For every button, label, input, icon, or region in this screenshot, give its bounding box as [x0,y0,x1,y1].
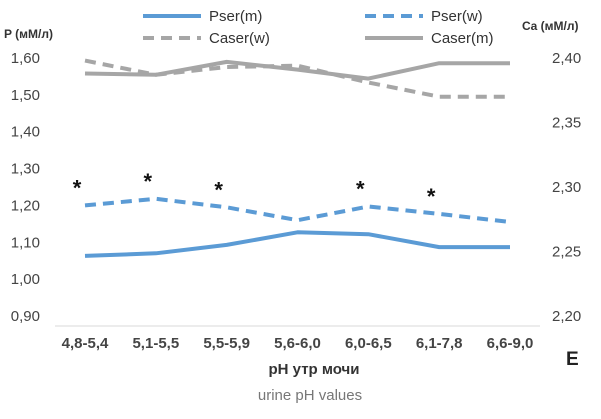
series-line-pser-m [84,230,510,258]
x-axis-title: pH утр мочи [269,361,360,378]
significance-star: * [144,169,153,194]
series-line-caser-w [84,58,510,99]
legend-label: Pser(w) [431,8,483,25]
left-tick-label: 1,60 [11,50,40,67]
left-tick-label: 0,90 [11,308,40,325]
x-tick-label: 6,0-6,5 [345,335,392,352]
right-tick-label: 2,25 [552,244,581,261]
x-tick-label: 5,6-6,0 [274,335,321,352]
left-tick-label: 1,40 [11,124,40,141]
right-axis-title: Ca (мМ/л) [522,19,579,33]
right-tick-label: 2,35 [552,115,581,132]
left-tick-label: 1,00 [11,271,40,288]
left-axis-title: P (мМ/л) [4,27,53,41]
left-tick-label: 1,10 [11,234,40,251]
left-tick-label: 1,20 [11,197,40,214]
right-tick-label: 2,20 [552,308,581,325]
significance-star: * [356,177,365,202]
left-tick-label: 1,30 [11,161,40,178]
significance-star: * [214,177,223,202]
axes-layer: 0,90 1,00 1,10 1,20 1,30 1,40 1,50 1,60 2,20 2,25… [11,50,581,352]
legend-label: Caser(m) [431,30,494,47]
x-tick-label: 5,5-5,9 [203,335,250,352]
significance-star: * [73,175,82,200]
x-tick-label: 4,8-5,4 [62,335,109,352]
x-tick-label: 6,1-7,8 [416,335,463,352]
right-tick-label: 2,30 [552,179,581,196]
x-tick-label: 5,1-5,5 [132,335,179,352]
series-layer [84,58,511,258]
annotations-layer: * * * * * [73,169,436,209]
legend: Pser(m) Pser(w) Caser(w) Caser(m) [143,8,494,47]
x-tick-label: 6,6-9,0 [487,335,534,352]
series-line-pser-w [84,196,511,224]
series-line-caser-m [84,59,510,81]
panel-label: E [566,349,579,370]
x-axis-title-en: urine pH values [258,387,362,404]
legend-label: Pser(m) [209,8,262,25]
left-tick-label: 1,50 [11,87,40,104]
significance-star: * [427,184,436,209]
legend-label: Caser(w) [209,30,270,47]
right-tick-label: 2,40 [552,50,581,67]
